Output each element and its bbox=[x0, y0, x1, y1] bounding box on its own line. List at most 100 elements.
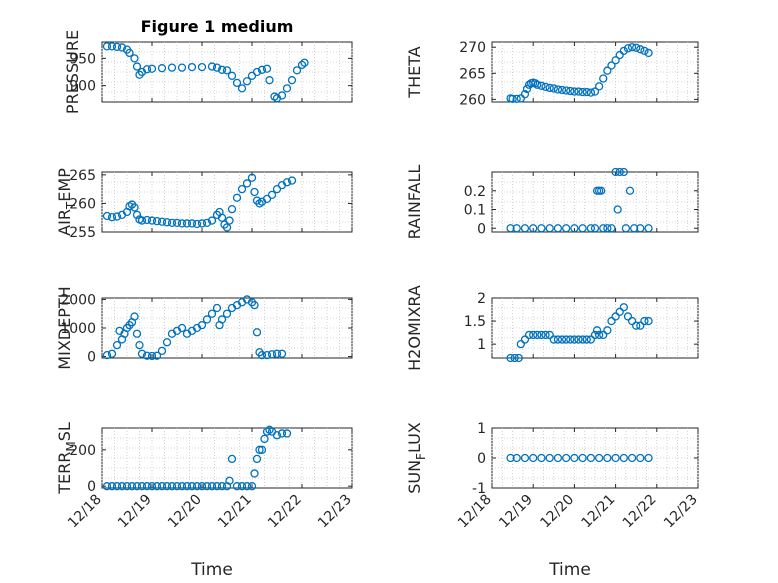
data-point bbox=[553, 335, 563, 344]
data-point bbox=[217, 213, 227, 222]
x-tick-label: 12/23 bbox=[661, 492, 701, 532]
data-point bbox=[510, 353, 519, 363]
data-point bbox=[529, 453, 538, 463]
x-tick-label: 12/20 bbox=[165, 492, 205, 532]
data-point bbox=[582, 87, 591, 97]
data-point bbox=[514, 353, 523, 363]
data-point bbox=[212, 482, 222, 491]
data-point bbox=[597, 186, 606, 195]
data-point bbox=[147, 64, 157, 73]
x-tick-label: 12/21 bbox=[579, 492, 619, 532]
subplot-sun-flux: -1 0 1 12/18 12/19 12/20 12/21 12/22 12/23 Time SU… bbox=[405, 421, 701, 580]
data-point bbox=[142, 215, 152, 225]
data-point bbox=[506, 453, 515, 463]
data-point bbox=[549, 84, 558, 93]
data-point bbox=[257, 445, 267, 454]
data-point bbox=[615, 50, 624, 60]
y-tick-label: 950 bbox=[69, 51, 96, 67]
y-tick-label: 265 bbox=[69, 168, 96, 184]
data-point bbox=[629, 224, 639, 233]
data-point bbox=[594, 453, 604, 463]
data-point bbox=[187, 482, 197, 491]
data-point bbox=[117, 482, 127, 491]
data-point bbox=[553, 453, 563, 463]
data-point bbox=[570, 224, 579, 233]
x-tick-label: 12/21 bbox=[215, 492, 255, 532]
data-point bbox=[522, 84, 532, 94]
data-point bbox=[541, 82, 550, 92]
data-point bbox=[217, 65, 227, 74]
data-point bbox=[212, 303, 222, 313]
data-point bbox=[117, 43, 127, 52]
data-point bbox=[132, 482, 142, 491]
data-point bbox=[130, 54, 139, 63]
data-point bbox=[197, 320, 207, 330]
data-point bbox=[152, 216, 162, 226]
data-point bbox=[520, 453, 530, 463]
data-point bbox=[247, 173, 257, 182]
data-point bbox=[277, 429, 287, 438]
data-point bbox=[192, 482, 202, 491]
data-point bbox=[562, 335, 571, 344]
y-tick-label: 1000 bbox=[60, 321, 96, 337]
data-point bbox=[282, 429, 292, 438]
data-point bbox=[586, 453, 596, 463]
data-point bbox=[562, 224, 571, 233]
data-point bbox=[621, 224, 631, 233]
x-tick-label: 12/22 bbox=[265, 492, 305, 532]
data-point bbox=[582, 335, 591, 344]
data-point bbox=[135, 70, 144, 79]
data-point bbox=[619, 46, 628, 56]
data-point bbox=[512, 224, 521, 233]
data-point bbox=[619, 303, 628, 312]
data-point bbox=[272, 184, 282, 194]
data-point bbox=[619, 167, 628, 177]
data-point bbox=[533, 80, 542, 89]
data-point bbox=[537, 81, 546, 90]
data-point bbox=[607, 224, 616, 233]
data-point bbox=[172, 482, 182, 491]
data-point bbox=[157, 217, 167, 226]
data-point bbox=[570, 453, 579, 463]
data-point bbox=[599, 74, 608, 83]
data-point bbox=[644, 48, 653, 58]
data-point bbox=[152, 351, 162, 360]
data-point bbox=[222, 66, 232, 75]
data-point bbox=[250, 469, 259, 478]
data-point bbox=[177, 219, 187, 228]
data-point bbox=[623, 312, 633, 321]
data-point bbox=[578, 453, 587, 463]
data-point bbox=[297, 60, 307, 70]
x-tick-label: 12/20 bbox=[537, 492, 577, 532]
data-point bbox=[252, 67, 262, 77]
data-point bbox=[147, 351, 157, 361]
y-tick-label: 0 bbox=[87, 350, 96, 366]
data-point bbox=[553, 85, 563, 94]
data-point bbox=[520, 335, 530, 344]
data-point bbox=[142, 482, 152, 491]
data-point bbox=[592, 326, 602, 335]
data-point bbox=[603, 453, 612, 463]
data-point bbox=[217, 482, 227, 491]
chart-title: Figure 1 medium bbox=[141, 17, 294, 36]
data-point bbox=[237, 184, 247, 194]
data-point bbox=[277, 91, 287, 100]
y-axis-label: PRESSURE bbox=[63, 30, 82, 114]
y-tick-label: 1 bbox=[477, 421, 486, 437]
data-point bbox=[611, 312, 620, 321]
data-point bbox=[529, 224, 538, 233]
data-point bbox=[640, 46, 649, 56]
data-point bbox=[107, 349, 117, 358]
data-point bbox=[182, 219, 192, 228]
data-point bbox=[516, 94, 525, 103]
data-point bbox=[257, 350, 267, 360]
data-point bbox=[225, 476, 234, 485]
data-point bbox=[613, 205, 622, 214]
data-point bbox=[644, 453, 653, 463]
data-point bbox=[590, 224, 600, 233]
data-point bbox=[541, 330, 550, 340]
y-axis-label: MIXDEPTH bbox=[55, 286, 74, 369]
data-point bbox=[135, 340, 144, 350]
data-point bbox=[172, 218, 182, 228]
data-point bbox=[142, 65, 152, 74]
